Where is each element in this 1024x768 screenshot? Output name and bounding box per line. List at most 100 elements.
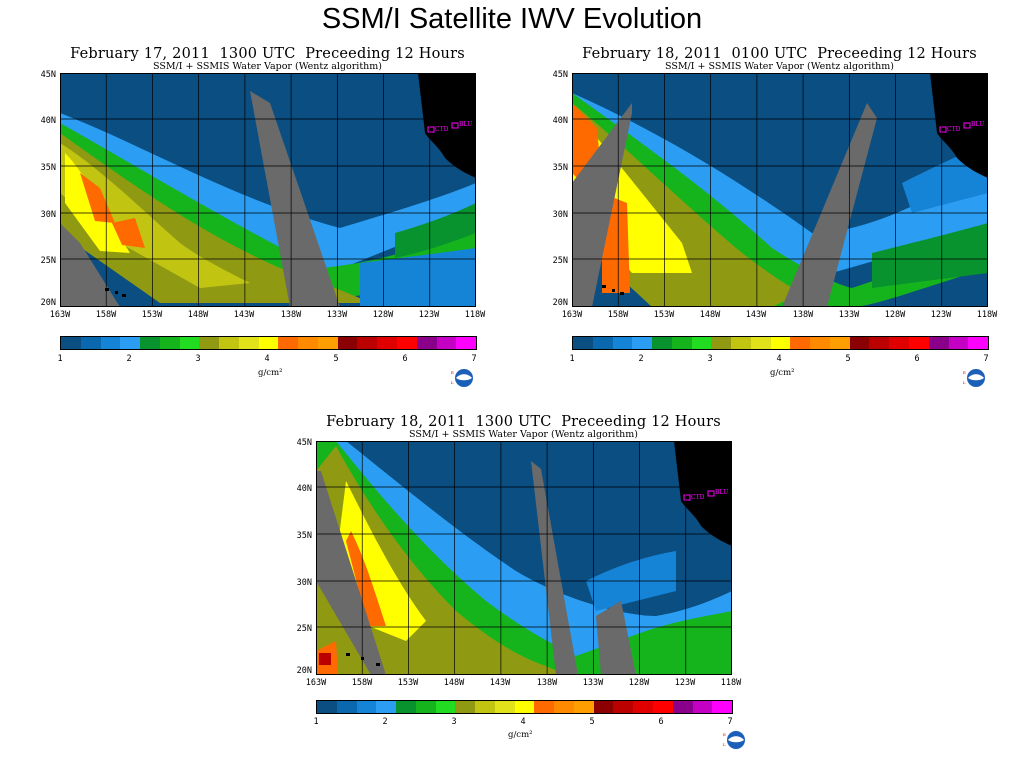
lon-label: 118W	[720, 678, 742, 688]
colorbar	[60, 336, 477, 350]
lat-label: 30N	[296, 578, 312, 588]
iwv-map-panel: February 18, 2011 0100 UTC Preceeding 12…	[542, 44, 1017, 392]
site-label-blu: BLU	[715, 489, 728, 496]
colorbar-swatch	[159, 337, 180, 349]
colorbar-swatch	[475, 701, 495, 713]
colorbar-swatch	[317, 337, 338, 349]
lon-label: 158W	[607, 310, 629, 320]
colorbar-swatch	[337, 337, 358, 349]
lat-label: 25N	[40, 256, 56, 266]
colorbar-tick: 3	[195, 354, 201, 364]
colorbar-swatch	[889, 337, 910, 349]
panel-subtitle: SSM/I + SSMIS Water Vapor (Wentz algorit…	[408, 429, 639, 440]
map-grid	[316, 441, 732, 675]
colorbar-tick: 7	[727, 717, 733, 727]
colorbar-swatch	[613, 701, 634, 713]
unit-label: g/cm²	[508, 730, 533, 740]
lon-label: 153W	[653, 310, 675, 320]
colorbar-tick: 7	[471, 354, 477, 364]
colorbar-swatch	[849, 337, 870, 349]
lon-label: 163W	[49, 310, 71, 320]
colorbar-swatch	[494, 701, 515, 713]
colorbar-tick: 1	[313, 717, 319, 727]
panel-subtitle: SSM/I + SSMIS Water Vapor (Wentz algorit…	[152, 61, 383, 72]
site-label-ctd: CTD	[435, 126, 449, 133]
colorbar-tick: 4	[264, 354, 270, 364]
colorbar-swatch	[298, 337, 318, 349]
colorbar-swatch	[456, 337, 477, 349]
colorbar-swatch	[357, 337, 378, 349]
colorbar	[316, 700, 733, 714]
colorbar-swatch	[632, 337, 653, 349]
svg-text:L: L	[963, 380, 966, 385]
colorbar-swatch	[652, 337, 672, 349]
lat-label: 20N	[552, 298, 568, 308]
water-vapor-map: CTD BLU	[572, 73, 988, 307]
colorbar-swatch	[435, 701, 456, 713]
colorbar-tick: 2	[382, 717, 388, 727]
lon-label: 158W	[95, 310, 117, 320]
map-grid	[572, 73, 988, 307]
lon-label: 163W	[305, 678, 327, 688]
noaa-logo-icon: EL	[723, 731, 745, 749]
iwv-map-panel: February 17, 2011 1300 UTC Preceeding 12…	[30, 44, 505, 392]
lat-label: 35N	[296, 531, 312, 541]
lon-label: 118W	[464, 310, 486, 320]
colorbar-swatch	[573, 337, 593, 349]
svg-text:L: L	[451, 380, 454, 385]
unit-label: g/cm²	[770, 368, 795, 378]
colorbar-tick: 3	[707, 354, 713, 364]
svg-text:E: E	[451, 370, 454, 375]
map-border	[316, 441, 732, 675]
colorbar-swatch	[573, 701, 594, 713]
colorbar-tick: 3	[451, 717, 457, 727]
colorbar-swatch	[219, 337, 239, 349]
colorbar-tick: 2	[638, 354, 644, 364]
colorbar-swatch	[534, 701, 555, 713]
panel-title: February 18, 2011 1300 UTC Preceeding 12…	[326, 414, 721, 430]
colorbar-swatch	[554, 701, 574, 713]
lat-label: 45N	[296, 438, 312, 448]
lon-label: 143W	[489, 678, 511, 688]
site-label-ctd: CTD	[691, 494, 705, 501]
lon-label: 128W	[628, 678, 650, 688]
lat-label: 40N	[552, 116, 568, 126]
colorbar-swatch	[612, 337, 633, 349]
colorbar-tick: 1	[57, 354, 63, 364]
colorbar-swatch	[829, 337, 850, 349]
lat-label: 20N	[40, 298, 56, 308]
colorbar-swatch	[770, 337, 791, 349]
colorbar-swatch	[317, 701, 337, 713]
slide-title: SSM/I Satellite IWV Evolution	[321, 3, 703, 35]
map-border	[60, 73, 476, 307]
colorbar-swatch	[336, 701, 357, 713]
colorbar-swatch	[415, 701, 436, 713]
colorbar-swatch	[928, 337, 949, 349]
colorbar-swatch	[514, 701, 535, 713]
colorbar-swatch	[100, 337, 121, 349]
lat-label: 25N	[296, 624, 312, 634]
lon-label: 123W	[418, 310, 440, 320]
colorbar-swatch	[396, 701, 416, 713]
iwv-map-panel: February 18, 2011 1300 UTC Preceeding 12…	[286, 412, 761, 760]
lat-label: 20N	[296, 666, 312, 676]
colorbar-tick: 4	[520, 717, 526, 727]
lat-label: 30N	[40, 210, 56, 220]
lon-label: 123W	[930, 310, 952, 320]
map-border	[572, 73, 988, 307]
colorbar-swatch	[810, 337, 830, 349]
colorbar-swatch	[671, 337, 692, 349]
lon-label: 143W	[745, 310, 767, 320]
svg-text:E: E	[723, 732, 726, 737]
svg-text:E: E	[963, 370, 966, 375]
colorbar-tick: 1	[569, 354, 575, 364]
colorbar-swatch	[416, 337, 437, 349]
colorbar-tick: 6	[402, 354, 408, 364]
colorbar-swatch	[80, 337, 101, 349]
colorbar-swatch	[968, 337, 989, 349]
colorbar-swatch	[278, 337, 299, 349]
colorbar-swatch	[653, 701, 673, 713]
panel-title: February 17, 2011 1300 UTC Preceeding 12…	[70, 46, 465, 62]
colorbar-swatch	[179, 337, 200, 349]
lon-label: 143W	[233, 310, 255, 320]
